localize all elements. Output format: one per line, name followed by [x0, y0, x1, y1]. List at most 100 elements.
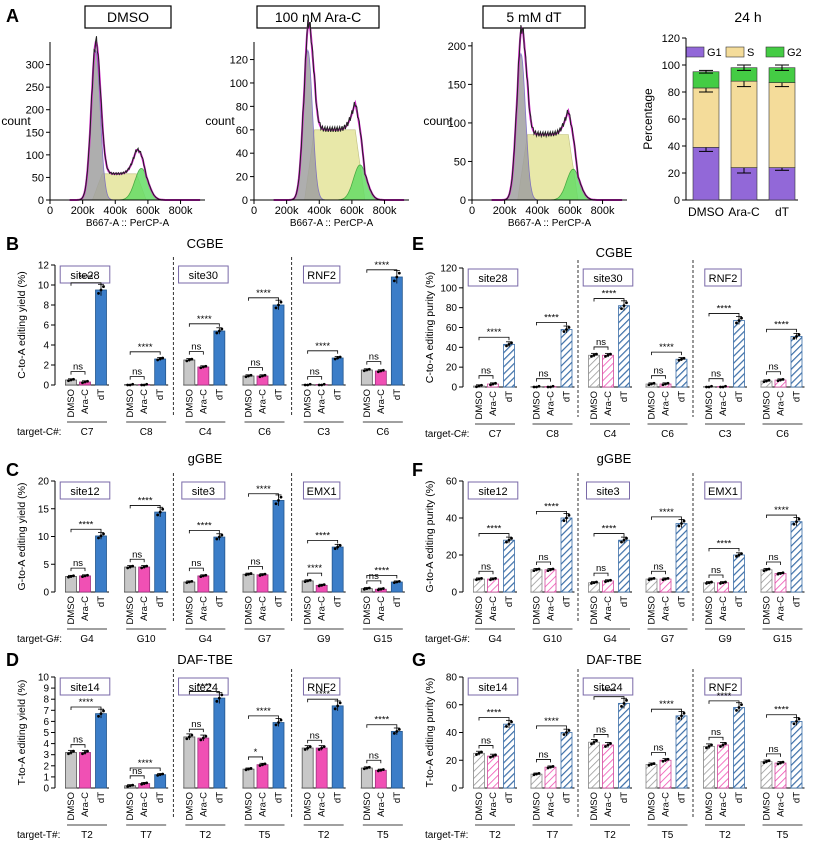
bar-data-point [67, 379, 70, 383]
bar-y-tick-label: 80 [446, 303, 458, 314]
bar-data-point [797, 517, 801, 521]
sig-label: ns [310, 730, 320, 741]
bar-data-point [737, 553, 741, 557]
bar-data-point [595, 739, 598, 742]
bar-dt [675, 715, 688, 789]
sig-bracket [70, 744, 86, 748]
bar-tick-label: dT [734, 792, 745, 803]
bar-data-point [362, 369, 366, 373]
bar-data-point [562, 330, 566, 333]
bar-data-point [721, 743, 725, 747]
target-position-label: T7 [140, 830, 152, 841]
bar-data-point [190, 357, 194, 361]
site-label-box [704, 677, 742, 696]
target-position-label: T5 [777, 830, 789, 841]
sig-bracket [307, 739, 323, 744]
sig-label: ns [538, 749, 548, 760]
histogram-x-tick-label: 800k [169, 205, 193, 217]
bar-data-point [128, 784, 132, 788]
sig-label: **** [659, 342, 674, 353]
histogram-x-tick-label: 200k [493, 205, 517, 217]
bar-data-point [565, 328, 568, 331]
bar-data-point [776, 572, 780, 576]
bar-tick-label: DMSO [647, 596, 658, 625]
sig-bracket [478, 570, 494, 575]
histogram-x-tick-label: 800k [591, 205, 615, 217]
bar-tick-label: DMSO [303, 792, 314, 821]
bar-data-point [303, 383, 307, 387]
bar-dt [733, 320, 745, 388]
sig-label: ns [369, 750, 379, 761]
bar-data-point [220, 693, 224, 697]
bar-tick-label: Ara-C [258, 792, 269, 817]
bar-dt [272, 722, 285, 789]
bar-data-point [680, 357, 683, 361]
bar-data-point [767, 759, 771, 763]
bar-data-point [376, 769, 380, 773]
target-label: target-T#: [425, 830, 468, 841]
bar-arac [197, 575, 210, 593]
histogram-x-tick-label: 0 [469, 205, 475, 217]
bar-tick-label: DMSO [532, 391, 543, 420]
target-position-label: G7 [258, 634, 272, 645]
bar-tick-label: Ara-C [80, 596, 91, 621]
bar-data-point [765, 568, 768, 572]
bar-data-point [161, 772, 165, 776]
bar-data-point [480, 750, 483, 754]
bar-tick-label: DMSO [184, 389, 195, 418]
bar-y-tick-label: 6 [43, 321, 49, 332]
bar-dmso [242, 768, 255, 789]
bar-data-point [537, 772, 541, 775]
bar-data-point [365, 587, 369, 591]
bar-data-point [721, 385, 725, 389]
bar-data-point [507, 538, 511, 542]
sig-label: **** [256, 484, 271, 495]
target-position-label: T2 [489, 830, 501, 841]
bar-data-point [185, 737, 189, 741]
bar-data-point [740, 552, 743, 556]
histogram-x-axis-label: B667-A :: PerCP-A [290, 218, 374, 229]
histogram-x-tick-label: 800k [373, 205, 397, 217]
bar-y-tick-label: 5 [43, 560, 49, 571]
target-position-label: C6 [661, 429, 674, 440]
bar-data-point [620, 540, 623, 544]
bar-dt [790, 521, 803, 593]
bar-tick-label: Ara-C [376, 792, 387, 817]
bar-tick-label: dT [96, 792, 107, 803]
bar-data-point [187, 580, 191, 584]
sig-label: ns [369, 352, 379, 363]
bar-tick-label: dT [734, 391, 745, 402]
bar-data-point [261, 374, 264, 378]
bar-data-point [622, 538, 626, 542]
target-label: target-C#: [17, 427, 61, 438]
site-label-box [467, 677, 519, 696]
sig-label: **** [717, 303, 732, 314]
bar-tick-label: dT [333, 596, 344, 607]
histogram-title: DMSO [107, 9, 149, 25]
histogram-3: 5 mM dT 0 50 100 150 200 0 200k 400k 600k 800kB667… [423, 5, 627, 229]
sig-label: ns [653, 742, 663, 753]
bar-dt [154, 358, 167, 386]
bar-y-tick-label: 60 [446, 700, 458, 711]
bar-y-tick-label: 15 [38, 504, 50, 515]
bar-tick-label: dT [214, 389, 225, 400]
sig-label: ns [481, 561, 491, 572]
bar-data-point [204, 573, 208, 577]
target-position-label: T5 [259, 830, 271, 841]
bar-data-point [705, 582, 708, 585]
bar-data-point [204, 734, 208, 738]
bar-data-point [737, 319, 741, 322]
histogram-y-tick-label: 50 [454, 156, 466, 168]
bar-data-point [128, 565, 132, 569]
bar-data-point [367, 367, 371, 371]
bar-data-point [537, 384, 541, 388]
bar-dt [790, 721, 803, 789]
legend-swatch-g2 [765, 46, 785, 58]
bar-data-point [652, 576, 656, 580]
histogram-y-tick-label: 0 [38, 195, 44, 207]
bar-dt [272, 500, 285, 593]
panel-letter-g: G [412, 650, 426, 670]
bar-dt [213, 330, 226, 386]
bar-data-point [277, 721, 280, 724]
